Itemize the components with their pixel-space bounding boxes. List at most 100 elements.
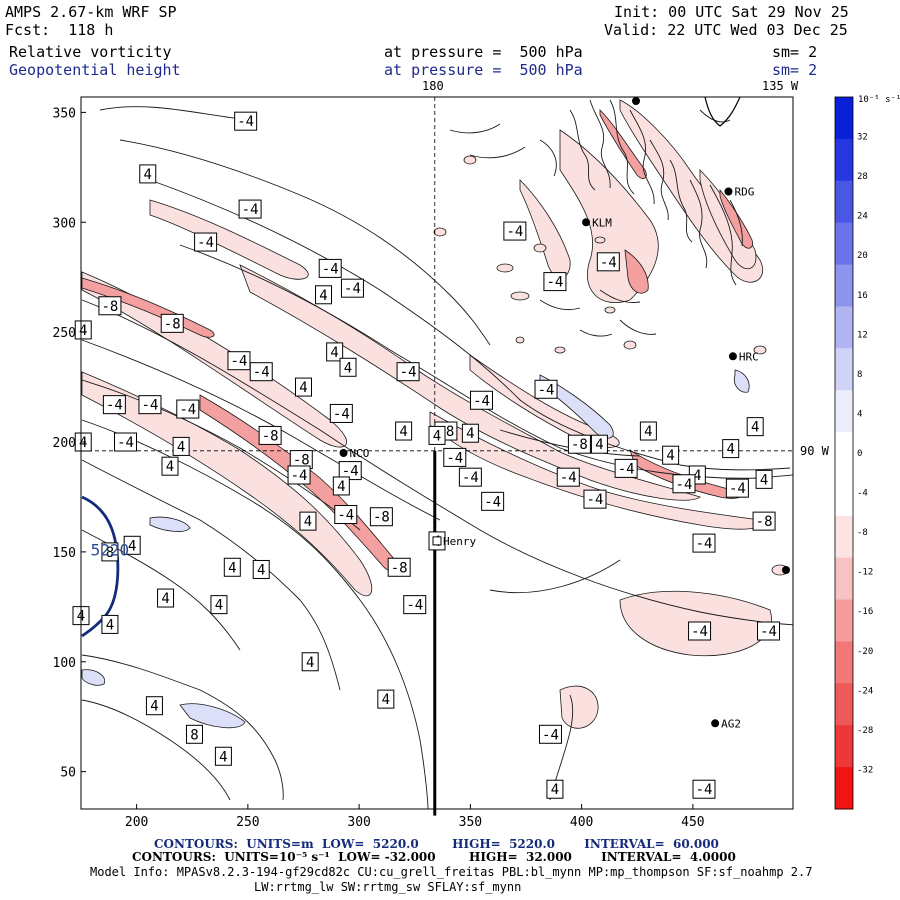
contour-label: -4: [725, 478, 749, 498]
station-marker[interactable]: KLM: [582, 216, 612, 229]
contour-label-value: 4: [161, 591, 169, 607]
colorbar: 32 28 24 20 16 12 8 4 0 -4 -8 -12 -16 -20 -24 -28 -32: [834, 96, 873, 810]
colorbar-tick-label: 32: [857, 133, 868, 143]
station-marker[interactable]: RDG: [724, 185, 754, 198]
contour-label-value: 4: [144, 167, 152, 183]
contour-label: -8: [258, 425, 282, 445]
contour-label-value: -4: [344, 281, 361, 297]
contour-label-value: -4: [406, 598, 423, 614]
contour-label-value: 4: [304, 514, 312, 530]
colorbar-swatch: [835, 641, 853, 684]
field2-smoothing: sm= 2: [772, 61, 818, 79]
colorbar-tick-label: 16: [857, 291, 868, 301]
station-dot: [724, 187, 733, 196]
contour-label: -4: [334, 505, 358, 525]
contour-label-value: 4: [299, 380, 307, 396]
colorbar-tick-label: -8: [857, 528, 868, 538]
axes: 200 250 300 350 400 450 50 100 150 200 250 300 350: [53, 106, 705, 830]
contour-label-value: -4: [696, 782, 713, 798]
station-label: Henry: [443, 535, 476, 548]
contour-label-value: -4: [618, 461, 635, 477]
contour-label: -4: [692, 533, 716, 553]
station-marker[interactable]: NCO: [339, 447, 370, 460]
y-tick-label: 350: [53, 106, 76, 121]
contour-label-value: -4: [322, 261, 339, 277]
contour-label-value: 4: [595, 437, 603, 453]
station-dot: [711, 719, 720, 728]
station-label: RDG: [734, 185, 754, 198]
station-dot: [582, 218, 591, 227]
contour-label-value: 4: [257, 562, 265, 578]
contour-label-value: -4: [337, 508, 354, 524]
contour-label-value: -4: [691, 624, 708, 640]
colorbar-tick-label: -20: [857, 647, 873, 657]
forecast-hour: Fcst: 118 h: [5, 21, 114, 39]
colorbar-tick-label: -12: [857, 568, 873, 578]
contour-label-value: 4: [726, 442, 734, 458]
contour-label-value: 4: [219, 749, 227, 765]
station-dot: [339, 449, 348, 457]
contour-label: 4: [315, 285, 333, 305]
contour-label-value: 4: [466, 426, 474, 442]
contour-label-value: -8: [391, 560, 408, 576]
colorbar-swatch: [835, 683, 853, 726]
contour-label: 4: [301, 652, 319, 672]
contour-label-value: -4: [142, 398, 159, 414]
lon-label-90w: 90 W: [800, 444, 830, 458]
colorbar-tick-label: -24: [857, 686, 873, 696]
model-info-line2: LW:rrtmg_lw SW:rrtmg_sw SFLAY:sf_mynn: [254, 880, 522, 894]
colorbar-tick-label: 28: [857, 172, 868, 182]
contour-label: 4: [461, 423, 479, 443]
contour-label: -4: [534, 379, 558, 399]
contour-label-value: -4: [446, 450, 463, 466]
positive-vorticity-shading: [81, 99, 772, 729]
station-marker[interactable]: Henry: [432, 535, 476, 548]
contour-label: 4: [210, 595, 228, 615]
contour-label-value: 4: [382, 692, 390, 708]
contour-label-value: 4: [177, 439, 185, 455]
contour-label: -4: [672, 474, 696, 494]
contour-label: -4: [176, 399, 200, 419]
contour-label: -4: [614, 458, 638, 478]
contour-label: 4: [157, 588, 175, 608]
contour-label-value: -4: [400, 365, 417, 381]
height-contour-5220: [81, 495, 120, 638]
valid-time: Valid: 22 UTC Wed 03 Dec 25: [604, 21, 848, 39]
contour-label-value: 4: [79, 323, 87, 339]
contour-label-value: -4: [538, 382, 555, 398]
lon-label-180: 180: [422, 79, 444, 93]
contour-label-value: 4: [399, 424, 407, 440]
contour-label: 4: [161, 456, 179, 476]
vorticity-isolines: [81, 106, 793, 809]
colorbar-unit: 10⁻⁵ s⁻¹: [858, 95, 900, 105]
contour-label-value: -4: [542, 727, 559, 743]
colorbar-tick-label: 0: [857, 449, 862, 459]
field1-smoothing: sm= 2: [772, 43, 818, 61]
contour-label-value: -8: [373, 510, 390, 526]
station-marker[interactable]: HRC: [728, 350, 759, 363]
contour-label-value: -4: [242, 202, 259, 218]
contour-label-value: -8: [262, 428, 279, 444]
contour-label: 4: [295, 377, 312, 397]
contour-label-value: -4: [291, 468, 308, 484]
colorbar-swatch: [835, 725, 853, 768]
contour-label: -8: [160, 313, 184, 333]
contour-label-value: -4: [587, 492, 604, 508]
colorbar-swatch: [835, 306, 853, 349]
contour-label: -4: [396, 362, 420, 382]
contour-label: -4: [458, 467, 482, 487]
contour-label: -4: [470, 390, 493, 410]
contour-label: -4: [102, 395, 126, 415]
contour-label: -8: [567, 434, 591, 454]
station-marker[interactable]: AG2: [711, 717, 741, 730]
contour-label: -4: [234, 111, 258, 131]
contour-label: 4: [755, 469, 773, 489]
x-tick-label: 200: [125, 815, 148, 830]
colorbar-tick-label: -16: [857, 607, 873, 617]
x-tick-label: 450: [681, 815, 704, 830]
contour-field: [81, 97, 793, 809]
contour-label: 4: [546, 779, 564, 799]
colorbar-tick-label: 4: [857, 409, 862, 419]
contour-label: 4: [214, 746, 232, 766]
